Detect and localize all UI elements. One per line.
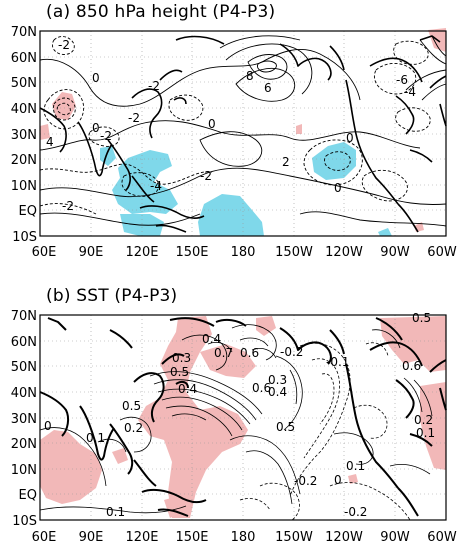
panel-a-contour-label: 0: [92, 71, 100, 85]
panel-a-contour-label: -2: [100, 129, 112, 143]
panel-b-contour-label: 0: [334, 473, 342, 487]
panel-a-contour-label: -2: [200, 169, 212, 183]
panel-a-contour-label: 2: [282, 155, 290, 169]
panel-b-lat-labels: 70N 60N 50N 40N 30N 20N 10N EQ 10S: [11, 309, 37, 529]
panel-b-contour-label: 0.1: [106, 505, 125, 519]
panel-b-lat-label: 10S: [12, 514, 37, 529]
panel-a-lon-label: 150W: [275, 245, 313, 260]
panel-b-contour-label: 0.4: [178, 382, 197, 396]
panel-b-frame: [39, 314, 447, 521]
panel-a-coastlines: [39, 35, 447, 233]
panel-b-lat-label: 20N: [11, 437, 37, 452]
panel-a-lat-label: EQ: [19, 204, 37, 219]
panel-b-lon-label: 120E: [125, 530, 158, 545]
panel-a-contour-label: -2: [58, 38, 70, 52]
panel-a-lon-label: 120W: [325, 245, 363, 260]
panel-a-lat-labels: 70N 60N 50N 40N 30N 20N 10N EQ 10S: [11, 25, 37, 245]
panel-a-frame: [39, 30, 447, 237]
panel-a-lon-label: 90W: [380, 245, 410, 260]
panel-b-contour-label: 0.7: [214, 346, 233, 360]
panel-a-lon-label: 90E: [79, 245, 104, 260]
panel-b-lat-label: 40N: [11, 386, 37, 401]
panel-a-lat-label: 50N: [11, 76, 37, 91]
panel-b-lat-label: 70N: [11, 309, 37, 324]
panel-b-lon-labels: 60E 90E 120E 150E 180 150W 120W 90W 60W: [32, 530, 457, 545]
panel-a-contour-label: 0: [346, 131, 354, 145]
panel-b-contour-label: 0.2: [414, 413, 433, 427]
panel-b-lon-label: 60W: [427, 530, 457, 545]
panel-b-lon-label: 60E: [32, 530, 57, 545]
panel-b-lon-label: 180: [231, 530, 256, 545]
panel-b-contour-label: 0.3: [268, 373, 287, 387]
panel-a-lon-label: 180: [231, 245, 256, 260]
panel-b-contour-label: -0.1: [326, 355, 349, 369]
panel-b-lon-label: 90W: [380, 530, 410, 545]
panel-b-coastlines: [39, 317, 447, 517]
panel-a-contour-label: -2: [128, 111, 140, 125]
panel-a-negative-shading: [100, 142, 392, 236]
panel-b-lon-label: 120W: [325, 530, 363, 545]
panel-b-contour-label: -0.2: [294, 474, 317, 488]
panel-b-title: (b) SST (P4-P3): [46, 286, 178, 306]
panel-b-contour-label: 0.1: [416, 426, 435, 440]
panel-b-contours-negative: [239, 342, 411, 521]
panel-a-contour-label: 4: [46, 135, 54, 149]
panel-a-lon-label: 60E: [32, 245, 57, 260]
panel-b-contour-label: -0.2: [344, 505, 367, 519]
panel-a-contour-labels: -2 0 -2 4 0 -2 -4 -2 -2 0 8 6 -6 -4 0 2 …: [46, 38, 416, 213]
panel-a-map: -2 0 -2 4 0 -2 -4 -2 -2 0 8 6 -6 -4 0 2 …: [11, 25, 457, 260]
panel-a-contour-label: -4: [404, 85, 416, 99]
panel-b-contour-label: 0.6: [252, 381, 271, 395]
panel-a-lon-label: 120E: [125, 245, 158, 260]
panel-a-contour-label: -2: [148, 79, 160, 93]
panel-b-contour-label: 0.6: [240, 346, 259, 360]
panel-a-contour-label: 0: [92, 121, 100, 135]
panel-b-contour-label: 0.3: [172, 351, 191, 365]
panel-a-contour-label: 0: [334, 181, 342, 195]
panel-b-lat-label: 50N: [11, 360, 37, 375]
panel-a-contour-label: -6: [396, 73, 408, 87]
panel-b-lon-label: 90E: [79, 530, 104, 545]
panel-a-contours-positive: [39, 35, 447, 227]
panel-b-lat-label: EQ: [19, 488, 37, 503]
panel-a-lat-label: 30N: [11, 128, 37, 143]
panel-b-lon-label: 150E: [175, 530, 208, 545]
panel-a-contour-label: 0: [208, 117, 216, 131]
panel-b-map: 0.4 0.3 0.7 0.6 -0.2 0.5 0.4 0.6 0.3 0.4…: [11, 309, 457, 545]
panel-a-contour-label: 8: [246, 69, 254, 83]
panel-b-lat-label: 30N: [11, 412, 37, 427]
panel-a-contour-label: 6: [264, 81, 272, 95]
panel-b-contour-labels: 0.4 0.3 0.7 0.6 -0.2 0.5 0.4 0.6 0.3 0.4…: [44, 311, 435, 519]
panel-a-contours-negative: [39, 36, 431, 215]
panel-b-contour-label: 0.6: [402, 359, 421, 373]
panel-a-title: (a) 850 hPa height (P4-P3): [46, 2, 276, 22]
panel-b-contour-label: 0.5: [170, 365, 189, 379]
panel-a-lat-label: 60N: [11, 51, 37, 66]
panel-b-contour-label: 0.5: [276, 420, 295, 434]
panel-a-lon-label: 60W: [427, 245, 457, 260]
panel-b-positive-shading: [40, 316, 446, 518]
panel-b-contour-label: 0.1: [346, 459, 365, 473]
panel-b-contour-label: 0.1: [86, 431, 105, 445]
panel-b-contour-label: 0.2: [124, 421, 143, 435]
panel-a-lat-label: 20N: [11, 153, 37, 168]
panel-a-lat-label: 40N: [11, 102, 37, 117]
panel-a-contour-label: -4: [150, 179, 162, 193]
panel-b-contour-label: 0.4: [268, 385, 287, 399]
panel-a-contour-label: -2: [62, 199, 74, 213]
panel-a-lat-label: 10S: [12, 230, 37, 245]
panel-a-lat-label: 10N: [11, 179, 37, 194]
panel-b-contour-label: 0.5: [122, 399, 141, 413]
panel-b-contour-label: 0.5: [412, 311, 431, 325]
panel-b-contour-label: -0.2: [280, 345, 303, 359]
panel-a-lat-label: 70N: [11, 25, 37, 40]
panel-b-lon-label: 150W: [275, 530, 313, 545]
panel-b-contour-label: 0: [44, 419, 52, 433]
panel-b-lat-label: 60N: [11, 335, 37, 350]
panel-a-lon-labels: 60E 90E 120E 150E 180 150W 120W 90W 60W: [32, 245, 457, 260]
panel-b-lat-label: 10N: [11, 463, 37, 478]
panel-a-lon-label: 150E: [175, 245, 208, 260]
panel-b-contour-label: 0.4: [202, 332, 221, 346]
